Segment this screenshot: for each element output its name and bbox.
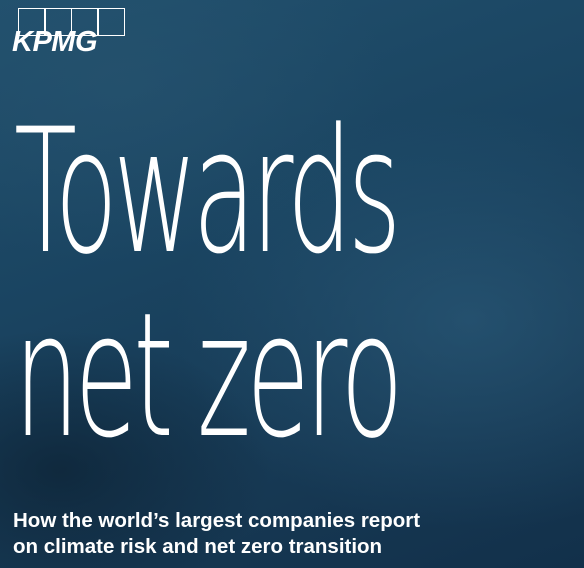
logo-box xyxy=(18,8,46,36)
cover-title-line: Towards xyxy=(14,91,401,292)
cover-title-line: net zero xyxy=(14,275,404,476)
cover-subtitle-line: on climate risk and net zero transition xyxy=(13,535,383,558)
logo-boxes xyxy=(18,8,126,36)
logo-box xyxy=(70,8,99,36)
logo-box xyxy=(44,8,73,36)
cover-subtitle-line: How the world’s largest companies report xyxy=(13,509,421,532)
cover-subtitle: How the world’s largest companies report… xyxy=(13,508,573,560)
logo-text: KPMG xyxy=(12,26,98,58)
logo-box xyxy=(97,8,126,36)
cover-title: Towards net zero xyxy=(14,100,584,468)
kpmg-logo: KPMG xyxy=(12,8,132,60)
